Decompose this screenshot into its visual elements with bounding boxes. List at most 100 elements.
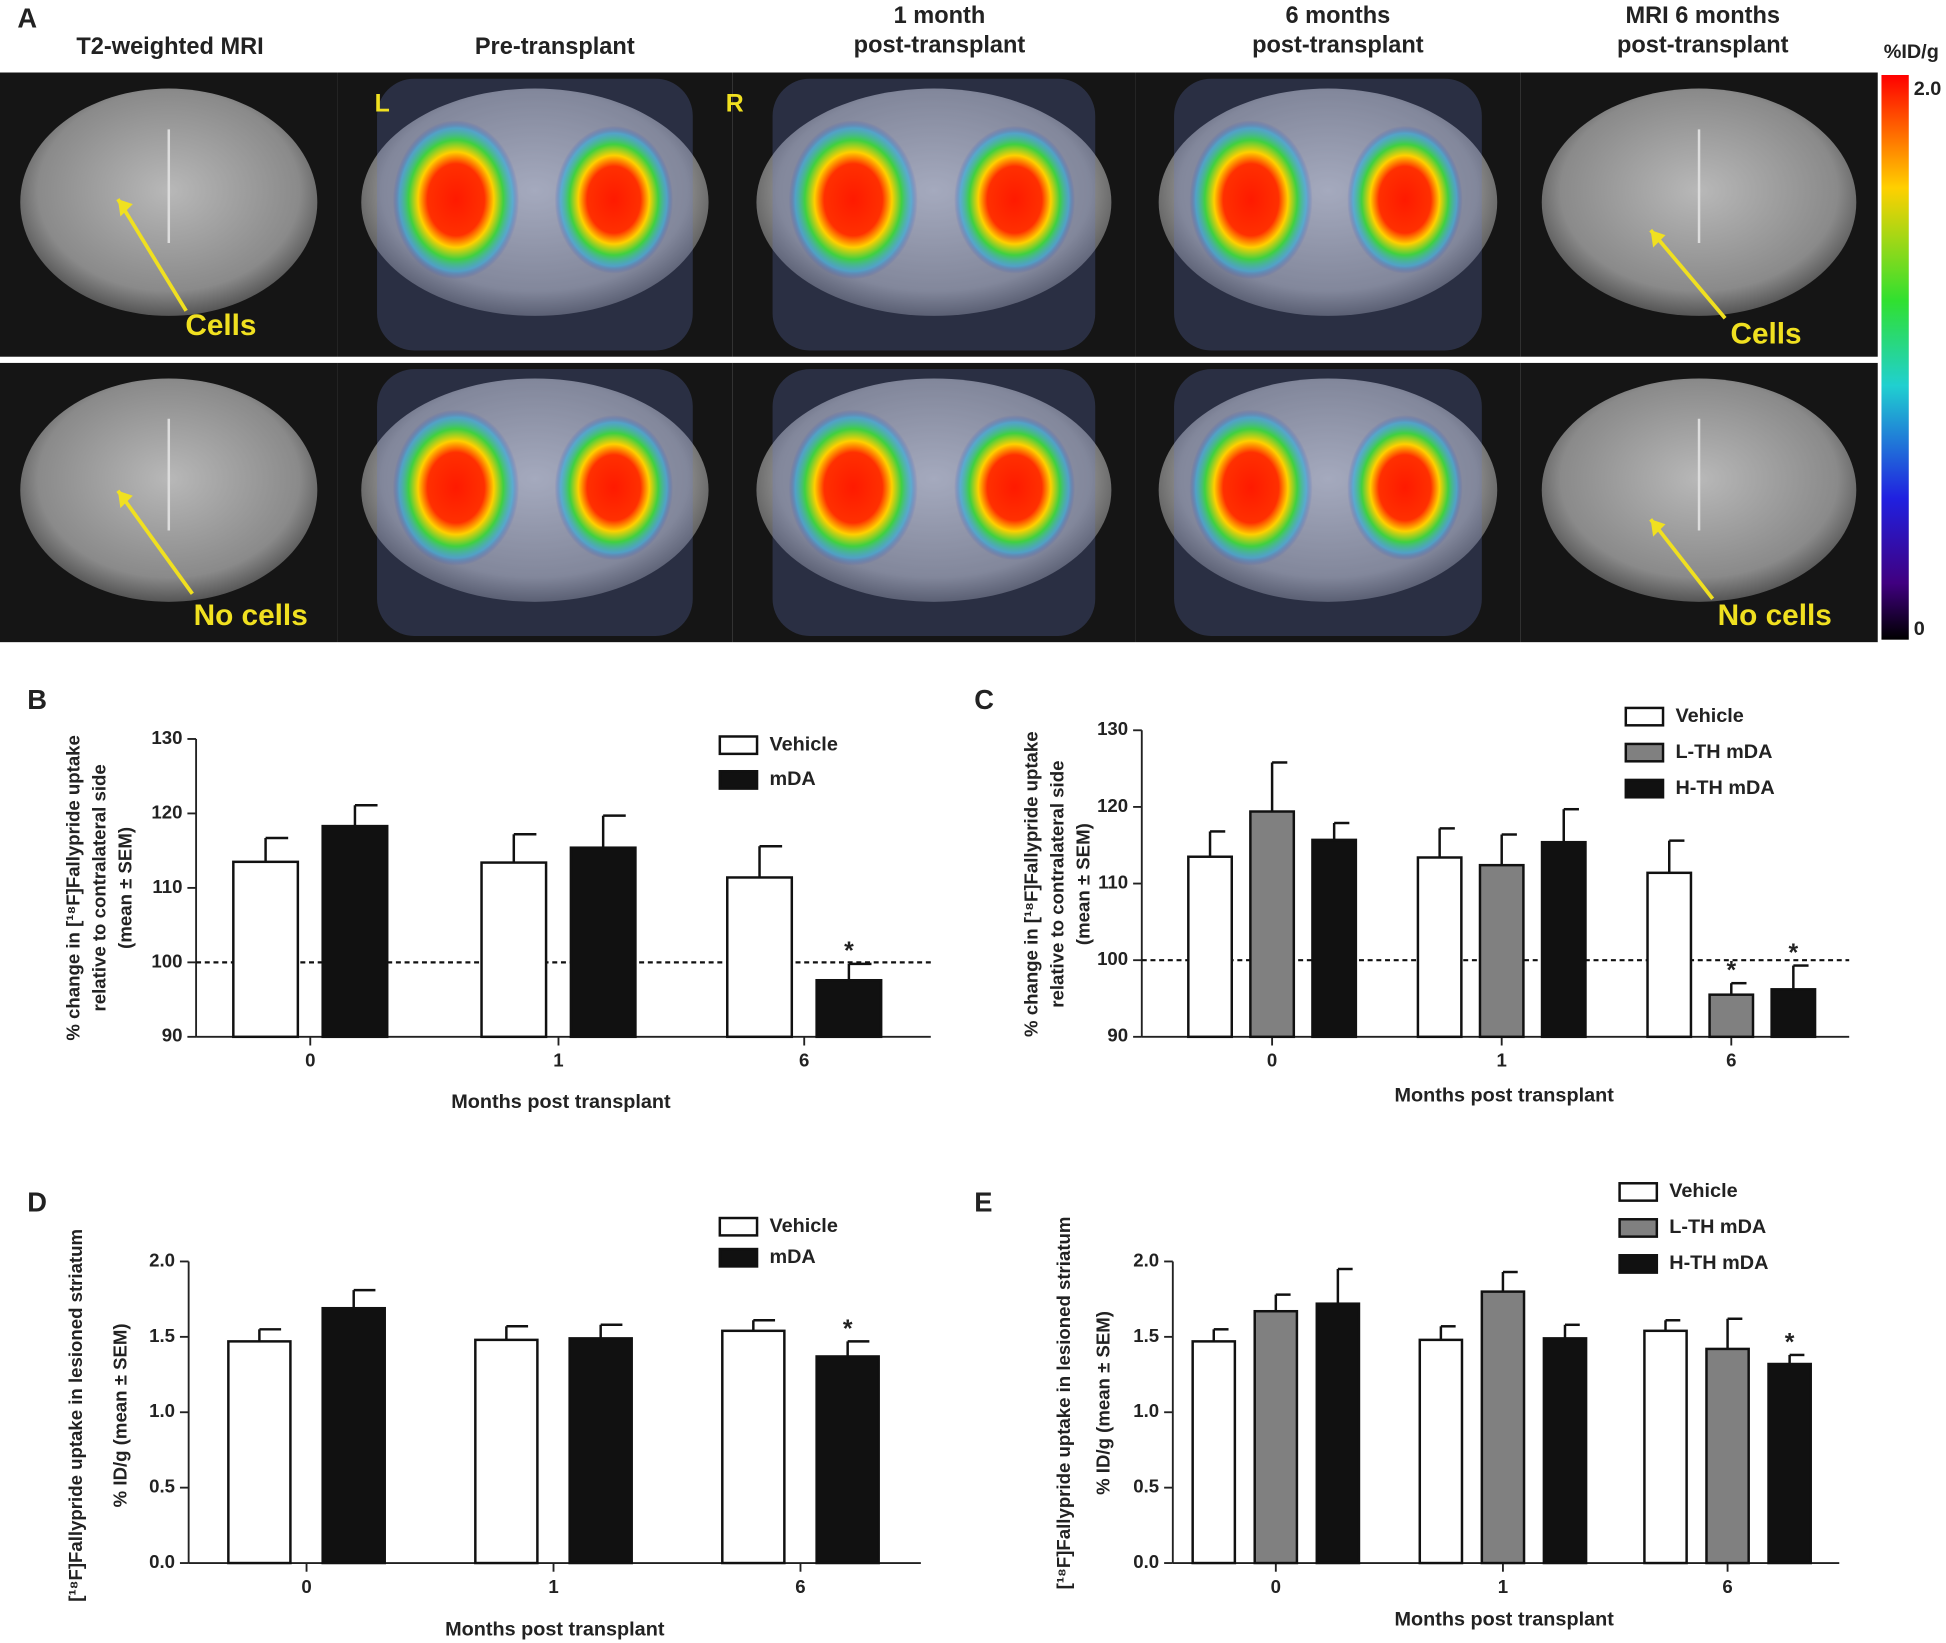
bar <box>232 860 300 1039</box>
y-tick-label: 1.0 <box>149 1400 175 1421</box>
y-axis-label: [¹⁸F]Fallypride uptake in lesioned stria… <box>65 1229 86 1602</box>
pet-uptake <box>954 415 1076 561</box>
legend-label: Vehicle <box>769 733 837 755</box>
legend-label: L-TH mDA <box>1675 741 1772 763</box>
panel-a: A T2-weighted MRI Pre-transplant 1 month pos… <box>0 2 1942 643</box>
panel-label: C <box>974 684 994 715</box>
pet-uptake <box>392 120 520 280</box>
y-tick-label: 2.0 <box>149 1249 175 1270</box>
bar <box>1187 855 1234 1039</box>
bar <box>815 978 883 1039</box>
x-tick-label: 1 <box>548 1576 558 1597</box>
y-tick-label: 100 <box>151 950 182 971</box>
x-axis-label: Months post transplant <box>1394 1608 1614 1630</box>
y-tick-label: 2.0 <box>1133 1249 1159 1270</box>
legend-label: L-TH mDA <box>1669 1216 1766 1238</box>
colorbar-tick-label: 0 <box>1914 618 1925 640</box>
y-tick-label: 130 <box>151 727 182 748</box>
y-axis-label: relative to contralateral side <box>88 764 109 1011</box>
y-tick-label: 90 <box>1107 1025 1128 1046</box>
pet-uptake <box>1189 120 1313 280</box>
colorbar-tick-label: 2.0 <box>1914 78 1942 100</box>
bar <box>321 824 389 1039</box>
y-tick-label: 90 <box>162 1025 183 1046</box>
bar <box>1253 1309 1299 1565</box>
column-header: 6 months <box>1285 2 1390 28</box>
arrow-head <box>1650 230 1666 248</box>
legend-swatch <box>1618 1218 1659 1238</box>
bar <box>1418 1338 1464 1565</box>
bar <box>1478 863 1525 1039</box>
legend-swatch <box>1624 706 1665 727</box>
x-tick-label: 1 <box>1497 1050 1507 1071</box>
bar <box>321 1306 386 1565</box>
arrow <box>1649 228 1727 320</box>
bar <box>815 1355 880 1565</box>
y-axis-label: % change in [¹⁸F]Fallypride uptake <box>1020 731 1041 1037</box>
y-tick-label: 100 <box>1097 948 1128 969</box>
y-tick-label: 1.5 <box>1133 1325 1159 1346</box>
arrow <box>1649 518 1715 600</box>
y-tick-label: 130 <box>1097 718 1128 739</box>
charts: B% change in [¹⁸F]Fallypride uptake relat… <box>27 684 1850 1640</box>
x-axis-label: Months post transplant <box>445 1618 665 1640</box>
legend-label: Vehicle <box>769 1215 837 1237</box>
pet-uptake <box>1347 415 1463 561</box>
column-header: 1 month <box>894 2 986 28</box>
bar <box>721 1329 786 1565</box>
legend-swatch <box>718 1247 759 1268</box>
bar <box>1315 1302 1361 1565</box>
x-tick-label: 6 <box>1722 1576 1732 1597</box>
column-header: T2-weighted MRI <box>76 33 263 59</box>
side-label: R <box>726 90 744 117</box>
bar <box>1249 810 1296 1039</box>
panel-label: A <box>17 3 37 34</box>
legend-label: mDA <box>769 1246 815 1268</box>
pet-uptake <box>954 125 1076 274</box>
image-annotation: Cells <box>1730 317 1801 350</box>
arrow-head <box>117 490 133 509</box>
arrow-head <box>1650 519 1666 537</box>
y-tick-label: 120 <box>151 801 182 822</box>
image-annotation: No cells <box>1718 599 1832 632</box>
y-axis-label: (mean ± SEM) <box>1073 823 1094 945</box>
bar <box>569 846 637 1039</box>
x-tick-label: 0 <box>1271 1576 1281 1597</box>
bar <box>1480 1290 1526 1565</box>
x-tick-label: 6 <box>795 1576 805 1597</box>
y-axis-label: % change in [¹⁸F]Fallypride uptake <box>62 735 83 1041</box>
bar <box>1708 993 1755 1039</box>
legend-swatch <box>1624 778 1665 799</box>
legend-label: Vehicle <box>1669 1180 1737 1202</box>
y-tick-label: 120 <box>1097 795 1128 816</box>
bar <box>1705 1347 1750 1565</box>
bar <box>1191 1340 1237 1565</box>
pet-uptake <box>1189 409 1313 566</box>
y-axis-label: [¹⁸F]Fallypride uptake in lesioned stria… <box>1053 1217 1074 1590</box>
x-tick-label: 0 <box>305 1050 315 1071</box>
column-header: MRI 6 months <box>1625 2 1780 28</box>
panel-label: B <box>27 684 47 715</box>
y-tick-label: 0.0 <box>1133 1551 1159 1572</box>
arrow <box>116 489 194 595</box>
x-tick-label: 1 <box>553 1050 563 1071</box>
bar <box>1646 871 1693 1039</box>
legend-label: Vehicle <box>1675 705 1743 727</box>
pet-uptake <box>788 409 918 566</box>
x-axis-label: Months post transplant <box>1394 1085 1614 1107</box>
y-axis-label: relative to contralateral side <box>1047 761 1068 1008</box>
bar <box>474 1338 539 1565</box>
bar <box>1311 838 1358 1039</box>
legend-swatch <box>718 769 759 790</box>
bar <box>568 1337 633 1565</box>
column-header: Pre-transplant <box>475 33 635 59</box>
significance-marker: * <box>843 1316 853 1343</box>
pet-uptake <box>788 120 918 280</box>
legend-swatch <box>718 1216 759 1237</box>
bar <box>1770 988 1817 1039</box>
significance-marker: * <box>1785 1329 1795 1356</box>
legend-label: H-TH mDA <box>1675 777 1774 799</box>
legend-label: H-TH mDA <box>1669 1252 1768 1274</box>
bar <box>1540 840 1587 1039</box>
